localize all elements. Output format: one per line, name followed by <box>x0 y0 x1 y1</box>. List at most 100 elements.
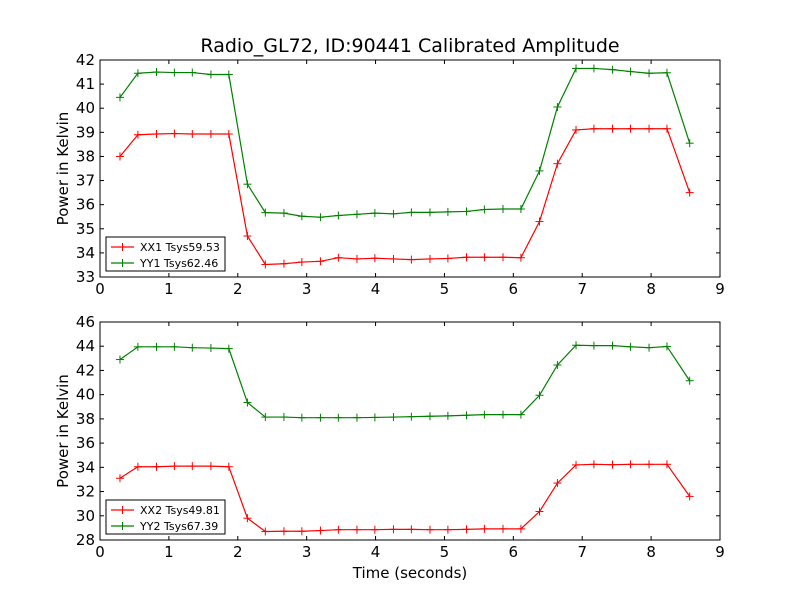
legend-box <box>105 499 226 535</box>
data-point-marker <box>170 68 179 77</box>
data-point-marker <box>352 525 361 534</box>
y-tick-label: 41 <box>76 75 95 93</box>
data-point-marker <box>279 209 288 218</box>
data-point-marker <box>589 64 598 73</box>
data-point-marker <box>115 93 124 102</box>
data-point-marker <box>243 514 252 523</box>
data-point-marker <box>407 412 416 421</box>
data-point-marker <box>662 68 671 77</box>
data-point-marker <box>279 413 288 422</box>
data-point-marker <box>261 527 270 536</box>
data-point-marker <box>352 210 361 219</box>
data-point-marker <box>685 492 694 501</box>
data-point-marker <box>480 524 489 533</box>
data-point-marker <box>261 208 270 217</box>
data-point-marker <box>462 525 471 534</box>
data-point-marker <box>243 398 252 407</box>
data-point-marker <box>462 411 471 420</box>
data-point-marker <box>685 139 694 148</box>
x-tick-label: 1 <box>164 280 174 298</box>
data-point-marker <box>589 124 598 133</box>
data-point-marker <box>480 410 489 419</box>
x-tick-label: 0 <box>95 543 105 561</box>
data-point-marker <box>297 413 306 422</box>
data-point-marker <box>316 257 325 266</box>
y-tick-label: 34 <box>76 244 95 262</box>
data-point-marker <box>516 410 525 419</box>
data-point-marker <box>553 103 562 112</box>
data-point-marker <box>352 413 361 422</box>
data-point-marker <box>115 152 124 161</box>
data-point-marker <box>589 341 598 350</box>
data-point-marker <box>443 207 452 216</box>
chart-title: Radio_GL72, ID:90441 Calibrated Amplitud… <box>200 35 619 57</box>
legend-entry-label: XX1 Tsys59.53 <box>140 241 220 254</box>
x-tick-label: 2 <box>233 280 243 298</box>
data-point-marker <box>133 342 142 351</box>
data-point-marker <box>499 205 507 214</box>
data-point-marker <box>443 525 452 534</box>
data-point-marker <box>316 213 325 222</box>
data-point-marker <box>188 343 197 352</box>
data-point-marker <box>224 462 233 471</box>
data-point-marker <box>499 253 507 262</box>
data-point-marker <box>206 70 215 79</box>
data-point-marker <box>370 254 379 263</box>
data-point-marker <box>115 355 124 364</box>
data-point-marker <box>279 527 288 536</box>
y-tick-label: 30 <box>76 507 95 525</box>
y-tick-label: 46 <box>76 313 95 331</box>
data-point-marker <box>535 507 544 516</box>
legend: XX1 Tsys59.53 YY1 Tsys62.46 <box>105 236 226 272</box>
x-tick-label: 1 <box>164 543 174 561</box>
y-tick-label: 38 <box>76 147 95 165</box>
data-point-marker <box>516 253 525 262</box>
x-tick-label: 9 <box>715 280 725 298</box>
data-point-marker <box>152 130 161 139</box>
data-point-marker <box>407 208 416 217</box>
data-point-marker <box>645 69 654 78</box>
x-tick-label: 0 <box>95 280 105 298</box>
x-tick-label: 3 <box>302 543 312 561</box>
data-point-marker <box>589 460 598 469</box>
x-tick-label: 6 <box>509 543 519 561</box>
data-point-marker <box>170 342 179 351</box>
y-tick-label: 42 <box>76 51 95 69</box>
data-point-marker <box>480 253 489 262</box>
data-point-marker <box>261 260 270 269</box>
data-point-marker <box>608 124 617 133</box>
data-point-marker <box>188 68 197 77</box>
legend-box <box>105 236 226 272</box>
data-point-marker <box>443 254 452 263</box>
data-point-marker <box>425 208 434 217</box>
data-point-marker <box>535 391 544 400</box>
data-point-marker <box>334 525 343 534</box>
legend-entry-label: YY1 Tsys62.46 <box>139 257 218 270</box>
data-point-marker <box>462 207 471 216</box>
data-point-marker <box>553 360 562 369</box>
plot-frame <box>99 321 721 541</box>
x-tick-label: 7 <box>577 280 587 298</box>
data-point-marker <box>407 525 416 534</box>
y-tick-label: 33 <box>76 268 95 286</box>
y-tick-label: 40 <box>76 99 95 117</box>
series-line-yy <box>119 67 691 218</box>
y-axis-label: Power in Kelvin <box>54 374 72 488</box>
data-point-marker <box>224 70 233 79</box>
data-point-marker <box>261 413 270 422</box>
data-point-marker <box>685 188 694 197</box>
data-point-marker <box>443 411 452 420</box>
data-point-marker <box>389 525 398 534</box>
data-point-marker <box>133 462 142 471</box>
x-tick-label: 8 <box>646 280 656 298</box>
data-point-marker <box>170 129 179 138</box>
data-point-marker <box>608 65 617 74</box>
x-tick-label: 9 <box>715 543 725 561</box>
data-point-marker <box>480 205 489 214</box>
data-point-marker <box>499 410 507 419</box>
y-tick-label: 39 <box>76 123 95 141</box>
data-point-marker <box>407 255 416 264</box>
